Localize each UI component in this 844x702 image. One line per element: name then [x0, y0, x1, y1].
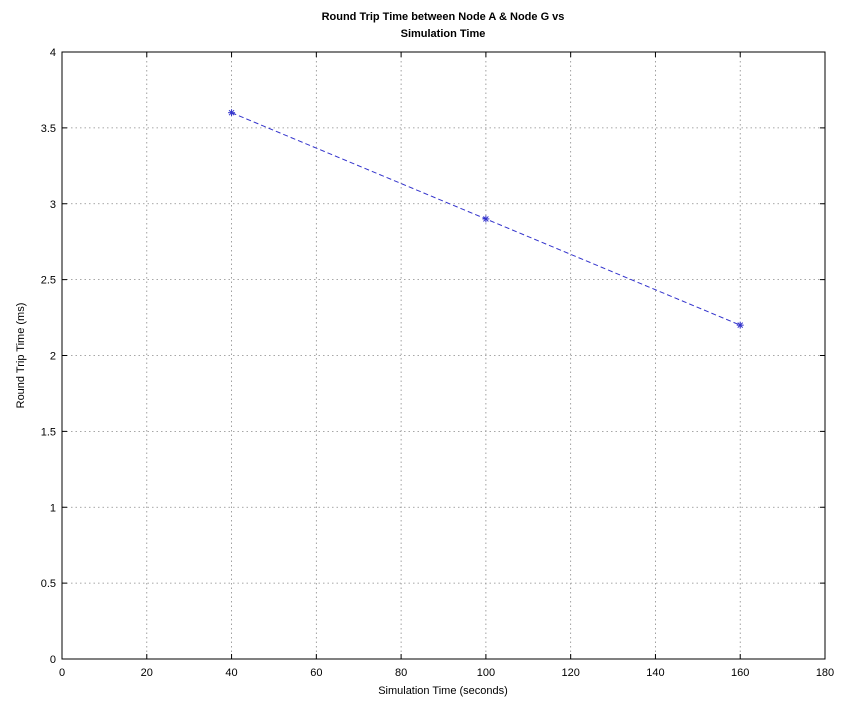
x-tick-label: 40 [225, 667, 237, 679]
y-axis-label: Round Trip Time (ms) [15, 303, 27, 409]
y-tick-label: 2 [50, 351, 56, 363]
ticks: 0 20 40 60 80 100 120 140 160 180 0 0.5 1 1.5 2 2.5 3 3.5… [41, 47, 834, 679]
x-tick-label: 80 [395, 667, 407, 679]
x-tick-label: 0 [59, 667, 65, 679]
plot-area [61, 51, 826, 660]
x-axis-label: Simulation Time (seconds) [378, 685, 508, 697]
y-tick-label: 0.5 [41, 578, 56, 590]
grid [62, 52, 825, 659]
y-tick-label: 1 [50, 502, 56, 514]
y-tick-label: 2.5 [41, 275, 56, 287]
data-point-marker [482, 215, 490, 223]
y-tick-label: 3.5 [41, 123, 56, 135]
x-tick-label: 120 [561, 667, 579, 679]
data-point-marker [228, 109, 236, 117]
x-tick-label: 60 [310, 667, 322, 679]
y-tick-label: 1.5 [41, 426, 56, 438]
chart-title-line-1: Round Trip Time between Node A & Node G … [322, 11, 565, 23]
chart-title-line-2: Simulation Time [401, 28, 486, 40]
x-tick-label: 180 [816, 667, 834, 679]
x-tick-label: 20 [141, 667, 153, 679]
x-tick-label: 100 [477, 667, 495, 679]
x-tick-label: 140 [646, 667, 664, 679]
y-tick-label: 3 [50, 199, 56, 211]
x-tick-label: 160 [731, 667, 749, 679]
series-layer [228, 109, 744, 329]
y-tick-label: 4 [50, 47, 56, 59]
data-point-marker [736, 321, 744, 329]
y-tick-label: 0 [50, 654, 56, 666]
